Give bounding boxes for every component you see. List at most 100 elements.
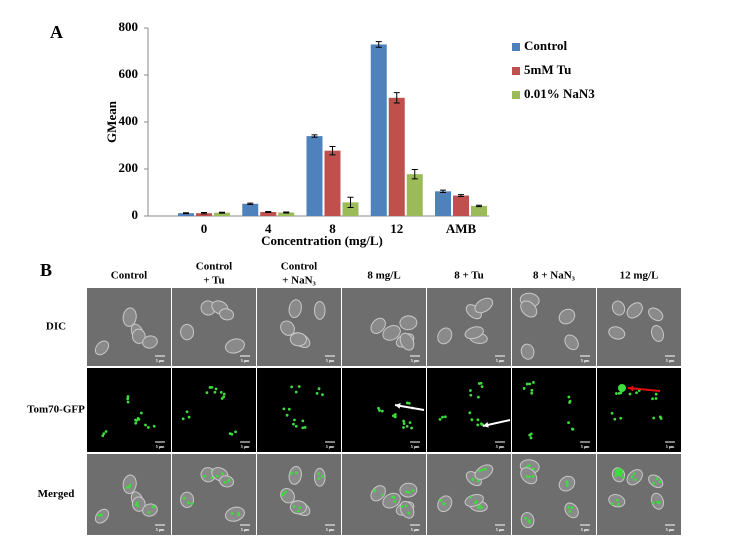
gfp-spot: [284, 490, 288, 494]
gfp-spot: [227, 479, 231, 483]
cell: [626, 302, 643, 319]
cell: [142, 335, 158, 349]
scale-bar-label: 5 μm: [666, 358, 675, 363]
gfp-spot: [614, 474, 618, 478]
gfp-spot: [443, 415, 447, 419]
gfp-spot: [527, 519, 531, 522]
bar: [342, 202, 359, 216]
column-header: + NaN₃: [282, 275, 316, 287]
gfp-spot: [294, 471, 298, 475]
gfp-aggregate: [615, 468, 623, 476]
gfp-spot: [531, 474, 535, 478]
gfp-spot: [405, 424, 409, 428]
gfp-spot: [182, 496, 186, 500]
legend-swatch: [512, 67, 520, 75]
cell: [313, 467, 326, 487]
gfp-spot: [651, 501, 655, 505]
cell: [224, 506, 245, 522]
gfp-spot: [654, 397, 658, 400]
gfp-spot: [478, 469, 482, 473]
gfp-spot: [658, 501, 661, 505]
scale-bar-label: 5 μm: [156, 358, 165, 363]
y-tick-label: 200: [119, 160, 139, 175]
gfp-spot: [525, 382, 529, 386]
micrograph: [257, 368, 341, 452]
gfp-spot: [292, 505, 296, 509]
gfp-spot: [480, 468, 484, 472]
gfp-spot: [321, 475, 324, 478]
gfp-spot: [208, 386, 212, 389]
gfp-spot: [571, 427, 575, 431]
micrograph: [427, 454, 511, 535]
cell: [474, 464, 494, 480]
gfp-spot: [476, 418, 480, 422]
cell: [399, 482, 418, 498]
column-header: 8 mg/L: [367, 270, 400, 282]
gfp-spot: [147, 511, 151, 514]
cell: [520, 300, 538, 318]
gfp-spot: [126, 400, 130, 404]
cell: [131, 328, 146, 344]
gfp-spot: [610, 502, 614, 506]
gfp-spot: [214, 387, 218, 391]
gfp-spot: [210, 476, 214, 480]
bar: [370, 44, 387, 217]
gfp-spot: [321, 393, 324, 397]
gfp-spot: [381, 493, 385, 497]
micrograph: [172, 368, 256, 452]
gfp-spot: [237, 513, 241, 517]
gfp-spot: [287, 407, 291, 411]
gfp-spot: [99, 513, 103, 517]
error-bar: [283, 211, 290, 214]
gfp-spot: [210, 386, 214, 389]
gfp-spot: [137, 417, 141, 421]
cell: [180, 491, 195, 508]
row-label: DIC: [46, 321, 66, 333]
gfp-spot: [215, 474, 219, 478]
micrograph: [257, 288, 341, 366]
cell: [180, 323, 195, 341]
y-tick-label: 0: [132, 207, 139, 222]
row-label: Merged: [38, 488, 75, 500]
bar: [406, 174, 423, 216]
cell: [219, 308, 235, 321]
legend-swatch: [512, 91, 520, 99]
cell: [313, 300, 326, 320]
gfp-spot: [220, 397, 224, 400]
gfp-spot: [135, 501, 139, 505]
bar: [306, 136, 323, 216]
cell: [370, 317, 386, 334]
gfp-spot: [223, 480, 227, 484]
cell: [289, 500, 307, 515]
gfp-spot: [480, 385, 484, 389]
bar: [453, 195, 469, 216]
gfp-spot: [317, 387, 321, 391]
bar: [388, 97, 405, 216]
gfp-spot: [294, 424, 298, 428]
gfp-spot: [315, 391, 319, 395]
gfp-spot: [101, 434, 105, 438]
scale-bar-label: 5 μm: [156, 527, 165, 532]
x-tick-label: 8: [329, 221, 336, 236]
micrograph: [597, 288, 681, 366]
gfp-spot: [230, 512, 234, 515]
error-bar: [458, 194, 464, 197]
gfp-spot: [570, 506, 574, 510]
gfp-spot: [565, 480, 569, 484]
cell: [94, 508, 110, 524]
gfp-spot: [230, 432, 234, 436]
gfp-spot: [301, 426, 305, 430]
gfp-spot: [205, 391, 209, 395]
gfp-spot: [470, 418, 474, 422]
column-header: 8 + NaN₃: [533, 270, 576, 282]
gfp-spot: [616, 503, 620, 506]
column-header: + Tu: [203, 275, 224, 287]
scale-bar-label: 5 μm: [666, 527, 675, 532]
gfp-spot: [567, 505, 571, 509]
column-header: 12 mg/L: [620, 270, 659, 282]
cell: [474, 297, 494, 314]
gfp-spot: [126, 397, 130, 401]
gfp-spot: [528, 382, 532, 386]
y-tick-label: 600: [119, 66, 139, 81]
